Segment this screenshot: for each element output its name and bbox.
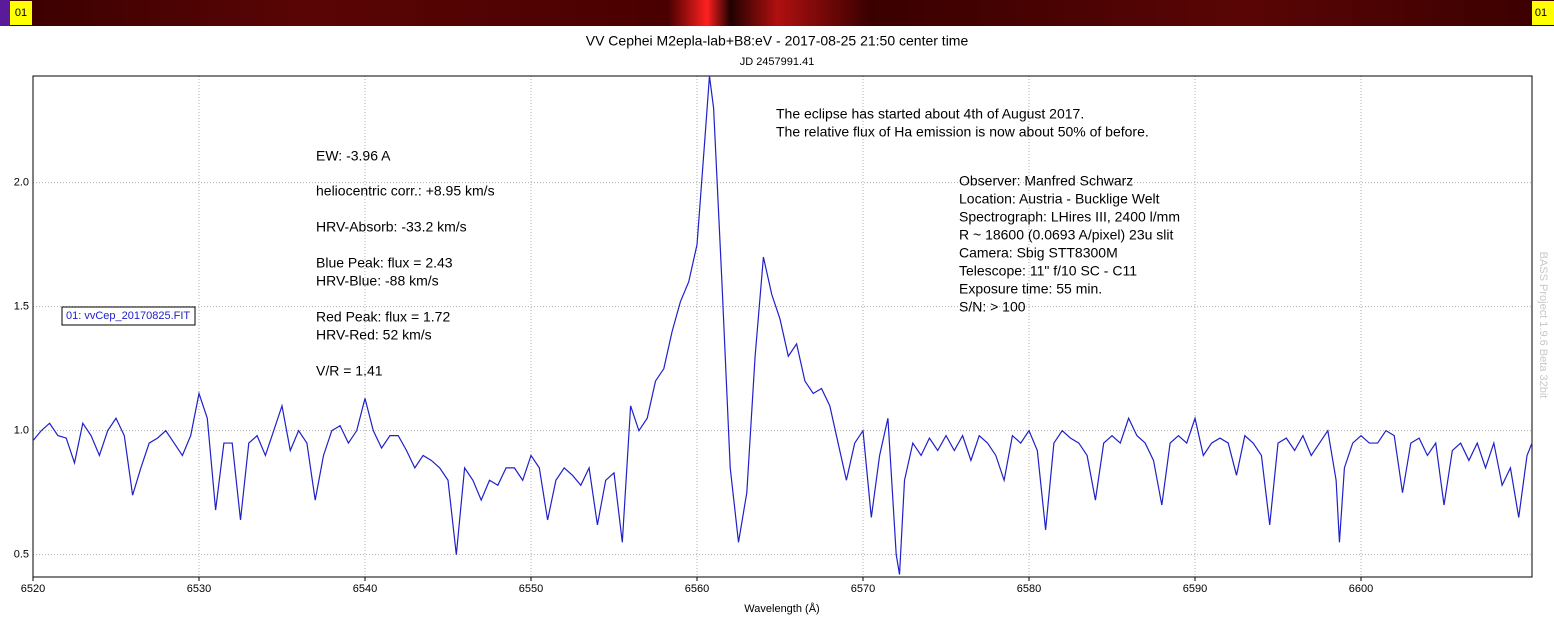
- annotation: Camera: Sbig STT8300M: [959, 245, 1118, 261]
- legend-box: [61, 306, 196, 326]
- x-tick-label: 6530: [187, 583, 211, 595]
- chart-subtitle: JD 2457991.41: [740, 56, 815, 68]
- x-tick-label: 6600: [1349, 583, 1373, 595]
- strip-label: 01: [15, 7, 27, 19]
- annotation: R ~ 18600 (0.0693 A/pixel) 23u slit: [959, 227, 1174, 243]
- strip-label-box: [10, 1, 32, 25]
- strip-edge: [0, 0, 10, 26]
- x-tick-label: 6520: [21, 583, 45, 595]
- strip-label-box: [1532, 1, 1554, 25]
- annotation: Blue Peak: flux = 2.43: [316, 255, 453, 271]
- annotation: Location: Austria - Bucklige Welt: [959, 191, 1160, 207]
- spectrum-line: [32, 75, 1533, 575]
- annotation: The relative flux of Ha emission is now …: [776, 124, 1149, 140]
- x-tick-label: 6560: [685, 583, 709, 595]
- annotation: Spectrograph: LHires III, 2400 l/mm: [959, 209, 1180, 225]
- annotation: Red Peak: flux = 1.72: [316, 309, 450, 325]
- legend-label: 01: vvCep_20170825.FIT: [66, 310, 190, 322]
- y-tick-label: 0.5: [14, 549, 29, 561]
- x-tick-label: 6540: [353, 583, 377, 595]
- annotation: HRV-Red: 52 km/s: [316, 327, 432, 343]
- x-axis-label: Wavelength (Å): [744, 602, 819, 615]
- x-tick-label: 6550: [519, 583, 543, 595]
- annotation: Exposure time: 55 min.: [959, 281, 1102, 297]
- y-tick-label: 1.5: [14, 301, 29, 313]
- y-tick-label: 2.0: [14, 177, 29, 189]
- y-tick-label: 1.0: [14, 425, 29, 437]
- annotation: Observer: Manfred Schwarz: [959, 173, 1133, 189]
- annotation: HRV-Absorb: -33.2 km/s: [316, 219, 467, 235]
- annotation: V/R = 1.41: [316, 363, 383, 379]
- strip-label: 01: [1535, 7, 1547, 19]
- x-tick-label: 6580: [1017, 583, 1041, 595]
- spectrum-strip: [0, 0, 1554, 26]
- annotation: S/N: > 100: [959, 299, 1026, 315]
- chart-title: VV Cephei M2epla-lab+B8:eV - 2017-08-25 …: [586, 33, 969, 49]
- annotation: EW: -3.96 A: [316, 148, 391, 164]
- x-tick-label: 6570: [851, 583, 875, 595]
- annotation: Telescope: 11" f/10 SC - C11: [959, 263, 1137, 279]
- annotation: heliocentric corr.: +8.95 km/s: [316, 183, 495, 199]
- plot-frame: [32, 75, 1533, 578]
- annotation: HRV-Blue: -88 km/s: [316, 273, 439, 289]
- watermark: BASS Project 1.9.6 Beta 32bit: [1537, 252, 1549, 399]
- annotation: The eclipse has started about 4th of Aug…: [776, 106, 1084, 122]
- x-tick-label: 6590: [1183, 583, 1207, 595]
